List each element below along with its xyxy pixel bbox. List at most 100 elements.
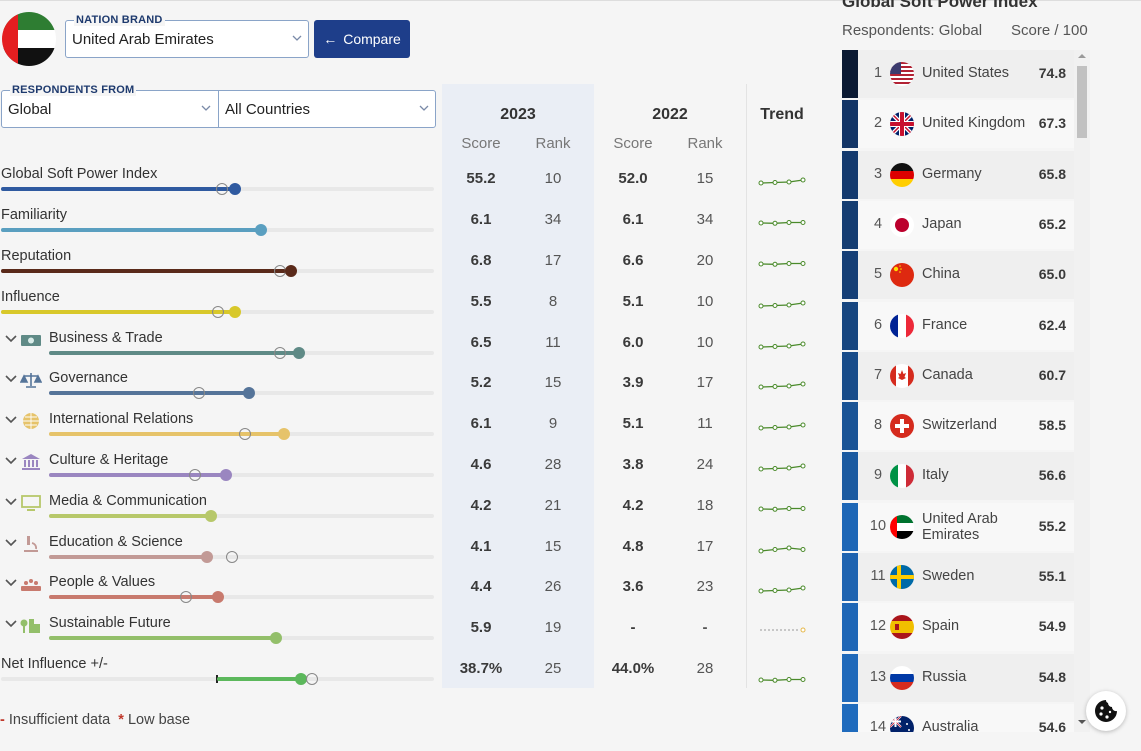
country-name: Italy — [922, 467, 949, 484]
metric-row: Familiarity — [0, 207, 440, 247]
ranking-row[interactable]: 8 Switzerland 58.5 — [842, 402, 1074, 451]
current-year-marker — [293, 347, 306, 359]
score-2022: 52.0 — [618, 170, 648, 187]
respondents-from-group: RESPONDENTS FROM Global All Countries — [1, 84, 436, 128]
flag-fr-icon — [890, 313, 914, 338]
chevron-down-icon[interactable] — [4, 497, 18, 507]
country-score: 54.6 — [1038, 718, 1066, 732]
trend-sparkline — [758, 417, 806, 431]
metric-row[interactable]: Culture & Heritage — [0, 452, 440, 492]
metric-bar — [49, 632, 434, 644]
rank-color-bar — [842, 402, 858, 451]
scroll-up-arrow-icon[interactable] — [1078, 54, 1086, 58]
rank-color-bar — [842, 251, 858, 300]
ranking-scrollbar[interactable] — [1074, 50, 1090, 732]
country-name: Canada — [922, 366, 973, 383]
chevron-down-icon[interactable] — [4, 538, 18, 548]
rank-color-bar — [842, 452, 858, 501]
rank-2023: 21 — [544, 497, 562, 514]
country-name: United Kingdom — [922, 115, 1026, 132]
chevron-down-icon[interactable] — [4, 334, 18, 344]
current-year-marker — [277, 428, 290, 440]
ranking-list[interactable]: 1 United States 74.8 2 United Kingdom 67.3 3 Ge… — [842, 50, 1074, 732]
current-year-marker — [220, 469, 233, 481]
country-score: 56.6 — [1038, 467, 1066, 484]
metric-row[interactable]: Business & Trade — [0, 330, 440, 370]
score-2022: 5.1 — [622, 293, 644, 310]
ranking-row[interactable]: 14 Australia 54.6 — [842, 703, 1074, 732]
metric-row: Reputation — [0, 248, 440, 288]
rank-color-bar — [842, 150, 858, 199]
ranking-row[interactable]: 13 Russia 54.8 — [842, 653, 1074, 702]
metric-bar-fill — [49, 473, 227, 477]
chevron-down-icon[interactable] — [4, 415, 18, 425]
chevron-down-icon[interactable] — [4, 619, 18, 629]
ranking-row[interactable]: 3 Germany 65.8 — [842, 150, 1074, 199]
trend-sparkline — [758, 254, 806, 267]
metric-bar — [1, 183, 434, 195]
rank-2022: 10 — [696, 334, 714, 351]
metric-label: Global Soft Power Index — [1, 166, 158, 182]
ranking-row-body: 10 United Arab Emirates 55.2 — [858, 502, 1074, 551]
rank-number: 12 — [869, 618, 887, 635]
nation-brand-select[interactable]: NATION BRAND United Arab Emirates — [65, 14, 309, 58]
trend-sparkline — [758, 499, 806, 512]
score-2022: 3.6 — [622, 578, 644, 595]
scroll-down-arrow-icon[interactable] — [1078, 720, 1086, 724]
ranking-row[interactable]: 5 China 65.0 — [842, 251, 1074, 300]
ranking-row[interactable]: 1 United States 74.8 — [842, 50, 1074, 98]
ranking-row[interactable]: 10 United Arab Emirates 55.2 — [842, 502, 1074, 551]
trees-buildings-icon — [20, 616, 42, 634]
metric-row[interactable]: International Relations — [0, 411, 440, 451]
ranking-row[interactable]: 6 France 62.4 — [842, 301, 1074, 350]
metric-row[interactable]: Governance — [0, 370, 440, 410]
ranking-row[interactable]: 11 Sweden 55.1 — [842, 553, 1074, 601]
compare-button[interactable]: ← Compare — [314, 20, 410, 58]
chevron-down-icon[interactable] — [4, 374, 18, 384]
ranking-row[interactable]: 4 Japan 65.2 — [842, 200, 1074, 249]
metric-row[interactable]: Media & Communication — [0, 493, 440, 533]
ranking-row-body: 7 Canada 60.7 — [858, 351, 1074, 400]
chevron-down-icon[interactable] — [4, 578, 18, 588]
respondents-region-select[interactable]: Global — [2, 91, 218, 127]
respondents-country-select[interactable]: All Countries — [219, 91, 435, 127]
country-name: Spain — [922, 618, 960, 635]
metric-label: Familiarity — [1, 207, 68, 223]
cookie-settings-button[interactable] — [1086, 691, 1126, 731]
ranking-row[interactable]: 2 United Kingdom 67.3 — [842, 100, 1074, 149]
flag-jp-icon — [890, 212, 914, 237]
metric-row[interactable]: People & Values — [0, 574, 440, 614]
rank-color-bar — [842, 200, 858, 249]
metric-row[interactable]: Education & Science — [0, 534, 440, 574]
rank-color-bar — [842, 351, 858, 400]
rank-2023: 17 — [544, 252, 562, 269]
money-icon — [20, 331, 42, 349]
ranking-row[interactable]: 12 Spain 54.9 — [842, 603, 1074, 652]
country-score: 54.9 — [1038, 618, 1066, 635]
country-score: 62.4 — [1038, 316, 1066, 333]
metric-bar-fill — [1, 269, 292, 273]
rank-number: 5 — [873, 266, 883, 283]
score-2023: 6.1 — [470, 415, 492, 432]
ranking-row[interactable]: 7 Canada 60.7 — [842, 351, 1074, 400]
score-2022: - — [630, 619, 636, 636]
score-2022: 4.2 — [622, 497, 644, 514]
score-2022: 44.0% — [611, 660, 655, 677]
metric-bar — [49, 428, 434, 440]
chevron-down-icon[interactable] — [4, 456, 18, 466]
ranking-row[interactable]: 9 Italy 56.6 — [842, 452, 1074, 501]
metric-bar — [49, 469, 434, 481]
flag-es-icon — [890, 615, 914, 640]
metric-bar-fill — [49, 514, 211, 518]
current-year-marker — [228, 183, 241, 195]
current-year-marker — [254, 224, 267, 236]
rank-2022: 34 — [696, 211, 714, 228]
scrollbar-thumb[interactable] — [1077, 66, 1087, 138]
metric-row[interactable]: Sustainable Future — [0, 615, 440, 655]
country-name: United States — [922, 65, 1010, 81]
country-name: Russia — [922, 668, 967, 685]
country-score: 55.1 — [1038, 568, 1066, 584]
monitor-icon — [20, 494, 42, 512]
metric-label: Net Influence +/- — [1, 656, 108, 672]
rank-2022: 20 — [696, 252, 714, 269]
